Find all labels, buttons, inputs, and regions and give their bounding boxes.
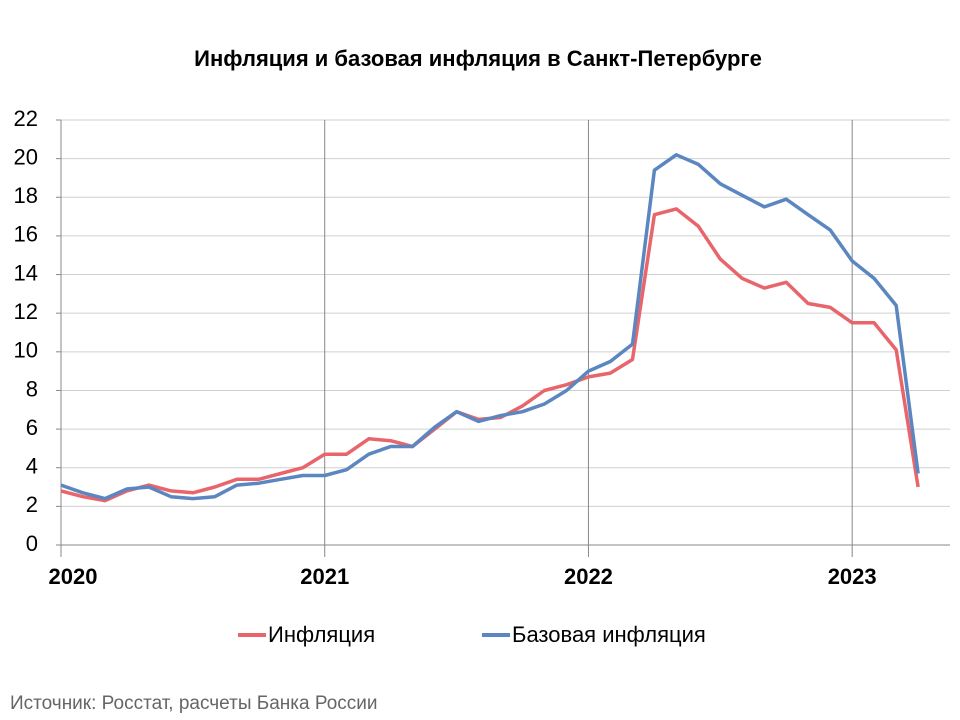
y-tick-label: 10 <box>14 338 38 363</box>
x-tick-label: 2021 <box>300 564 349 589</box>
legend-label: Базовая инфляция <box>512 622 706 647</box>
y-tick-label: 22 <box>14 106 38 131</box>
y-tick-label: 0 <box>26 531 38 556</box>
y-tick-label: 16 <box>14 222 38 247</box>
data-line <box>60 153 920 501</box>
y-tick-label: 4 <box>26 454 38 479</box>
y-tick-label: 20 <box>14 144 38 169</box>
y-tick-label: 8 <box>26 376 38 401</box>
y-tick-label: 2 <box>26 492 38 517</box>
legend-label: Инфляция <box>268 622 375 647</box>
y-tick-label: 6 <box>26 415 38 440</box>
chart-title: Инфляция и базовая инфляция в Санкт-Пете… <box>194 46 762 71</box>
y-tick-label: 18 <box>14 183 38 208</box>
x-tick-label: 2023 <box>828 564 877 589</box>
x-tick-label: 2020 <box>49 564 98 589</box>
source-note: Источник: Росстат, расчеты Банка России <box>10 693 378 714</box>
y-tick-label: 14 <box>14 260 38 285</box>
y-tick-label: 12 <box>14 299 38 324</box>
x-tick-label: 2022 <box>564 564 613 589</box>
